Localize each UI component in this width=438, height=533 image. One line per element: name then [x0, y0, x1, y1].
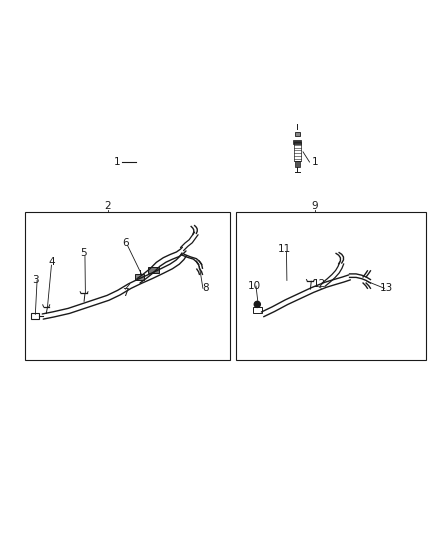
- Bar: [237, 212, 426, 360]
- Bar: [135, 274, 144, 279]
- Text: 6: 6: [122, 238, 129, 247]
- Text: 1: 1: [311, 157, 318, 167]
- Bar: [253, 307, 261, 313]
- Text: 12: 12: [312, 279, 326, 289]
- Text: 8: 8: [202, 283, 208, 293]
- Text: 3: 3: [32, 276, 39, 286]
- Text: 7: 7: [122, 288, 129, 297]
- Circle shape: [254, 301, 260, 308]
- Text: 1: 1: [113, 157, 120, 167]
- Bar: [295, 132, 300, 136]
- Text: 10: 10: [248, 281, 261, 291]
- Bar: [294, 142, 301, 161]
- Bar: [148, 266, 159, 273]
- Bar: [295, 161, 300, 167]
- Text: 4: 4: [48, 257, 55, 267]
- Text: 9: 9: [311, 200, 318, 211]
- Bar: [31, 313, 39, 319]
- Text: 2: 2: [105, 200, 111, 211]
- Text: 11: 11: [278, 244, 291, 254]
- Text: 13: 13: [380, 283, 393, 293]
- Bar: [25, 212, 230, 360]
- Bar: [293, 140, 301, 144]
- Text: 5: 5: [80, 248, 87, 259]
